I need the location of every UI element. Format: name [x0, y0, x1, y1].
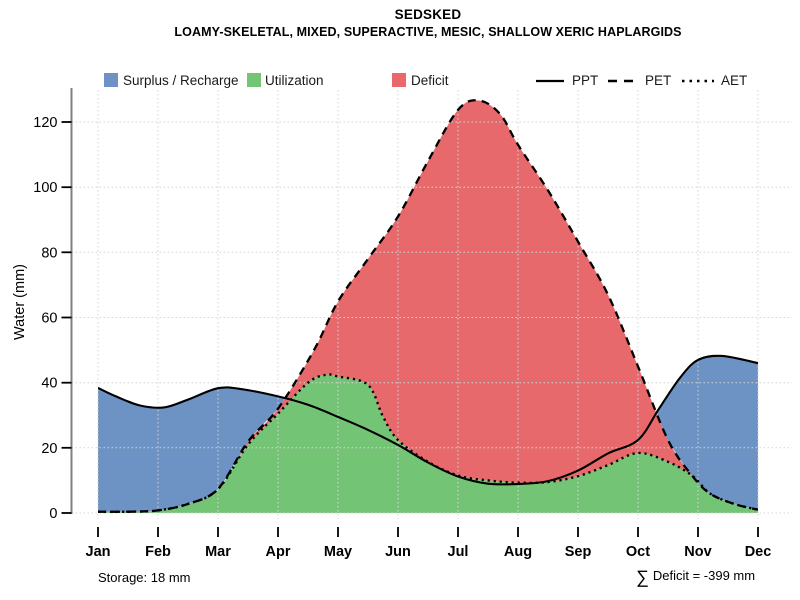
chart-subtitle: LOAMY-SKELETAL, MIXED, SUPERACTIVE, MESI…: [174, 25, 682, 39]
y-tick-label: 20: [41, 441, 57, 457]
legend-label-deficit: Deficit: [411, 73, 449, 88]
deficit-annotation: ∑ Deficit = -399 mm: [636, 567, 755, 588]
month-label: Oct: [626, 544, 650, 560]
month-label: Jul: [448, 544, 469, 560]
legend-label-aet: AET: [721, 73, 748, 88]
storage-annotation: Storage: 18 mm: [98, 570, 191, 585]
chart-title: SEDSKED: [394, 7, 462, 22]
aet-line-icon: [682, 79, 714, 83]
surplus-swatch-icon: [104, 73, 118, 87]
y-axis-ticks: [61, 121, 72, 514]
y-tick-label: 40: [41, 376, 57, 392]
month-label: Aug: [504, 544, 532, 560]
ppt-line-icon: [536, 79, 564, 83]
legend-label-ppt: PPT: [572, 73, 599, 88]
y-tick-label: 80: [41, 245, 57, 261]
y-tick-label: 120: [33, 115, 57, 131]
x-axis-ticks: [97, 527, 759, 537]
utilization-swatch-icon: [247, 73, 261, 87]
month-label: Jan: [86, 544, 111, 560]
water-balance-areas: [98, 100, 758, 513]
deficit-total-text: Deficit = -399 mm: [652, 568, 756, 583]
deficit-area: [218, 100, 692, 490]
month-label: Jun: [385, 544, 411, 560]
month-label: May: [324, 544, 352, 560]
utilization-area: [98, 374, 758, 513]
deficit-swatch-icon: [392, 73, 406, 87]
month-label: Dec: [745, 544, 772, 560]
surplus-winter-area: [98, 387, 286, 512]
month-label: Apr: [266, 544, 291, 560]
ppt-curve: [98, 354, 758, 486]
legend-label-surplus: Surplus / Recharge: [123, 73, 239, 88]
y-axis-title: Water (mm): [12, 264, 28, 340]
pet-line-icon: [608, 79, 638, 83]
aet-curve: [98, 373, 758, 513]
month-label: Feb: [145, 544, 171, 560]
title-block: SEDSKED LOAMY-SKELETAL, MIXED, SUPERACTI…: [56, 7, 800, 39]
sigma-icon: ∑: [636, 567, 649, 587]
y-tick-labels: 0 20 40 60 80 100 120: [33, 115, 57, 522]
legend-label-utilization: Utilization: [265, 73, 324, 88]
curves: [98, 99, 758, 513]
y-tick-label: 0: [49, 506, 57, 522]
pet-curve: [98, 99, 758, 513]
month-label: Sep: [565, 544, 592, 560]
month-label: Nov: [684, 544, 711, 560]
month-labels: Jan Feb Mar Apr May Jun Jul Aug Sep Oct Nov Dec: [86, 544, 772, 560]
surplus-fall-area: [656, 355, 758, 510]
month-label: Mar: [205, 544, 231, 560]
y-tick-label: 100: [33, 180, 57, 196]
y-tick-label: 60: [41, 311, 57, 327]
legend-label-pet: PET: [645, 73, 672, 88]
